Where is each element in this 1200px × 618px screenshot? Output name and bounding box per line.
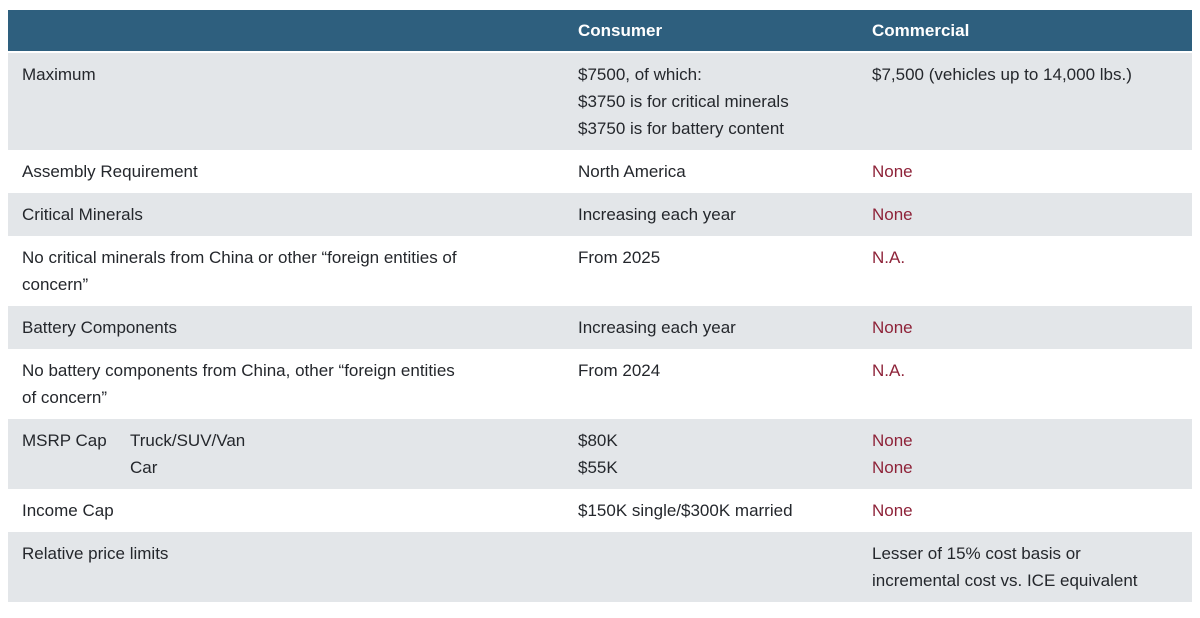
row-label-group: MSRP Cap Truck/SUV/Van Car <box>8 419 564 489</box>
consumer-cell: $7500, of which: $3750 is for critical m… <box>578 65 789 138</box>
commercial-cell: N.A. <box>872 361 906 380</box>
table-row-battery-components: Battery Components Increasing each year … <box>8 306 1192 349</box>
commercial-cell: None <box>872 162 913 181</box>
commercial-cell: None <box>872 318 913 337</box>
commercial-cell: None <box>872 205 913 224</box>
consumer-cell <box>564 532 858 548</box>
table-row-no-battery-components-china: No battery components from China, other … <box>8 349 1192 419</box>
row-label: Assembly Requirement <box>22 162 198 181</box>
table-row-critical-minerals: Critical Minerals Increasing each year N… <box>8 193 1192 236</box>
consumer-cell: From 2024 <box>578 361 661 380</box>
comparison-table: Consumer Commercial Maximum $7500, of wh… <box>8 10 1192 602</box>
header-consumer-cell: Consumer <box>578 21 663 40</box>
row-label: Critical Minerals <box>22 205 143 224</box>
commercial-cell: N.A. <box>872 248 906 267</box>
consumer-cell: Increasing each year <box>578 318 736 337</box>
consumer-cell: From 2025 <box>578 248 661 267</box>
row-label: No battery components from China, other … <box>22 361 455 407</box>
table-row-relative-price-limits: Relative price limits Lesser of 15% cost… <box>8 532 1192 602</box>
row-label: Income Cap <box>22 501 114 520</box>
table-row-income-cap: Income Cap $150K single/$300K married No… <box>8 489 1192 532</box>
consumer-cell: $80K $55K <box>578 431 618 477</box>
table-header-row: Consumer Commercial <box>8 10 1192 53</box>
row-label: MSRP Cap <box>22 431 107 450</box>
commercial-cell: None None <box>872 431 913 477</box>
table-row-msrp-cap: MSRP Cap Truck/SUV/Van Car $80K $55K Non… <box>8 419 1192 489</box>
consumer-cell: $150K single/$300K married <box>578 501 793 520</box>
row-label: No critical minerals from China or other… <box>22 248 457 294</box>
row-label: Relative price limits <box>22 544 169 563</box>
table-row-no-critical-minerals-china: No critical minerals from China or other… <box>8 236 1192 306</box>
commercial-cell: None <box>872 501 913 520</box>
commercial-cell: Lesser of 15% cost basis or incremental … <box>872 544 1138 590</box>
row-label: Maximum <box>22 65 96 84</box>
commercial-cell: $7,500 (vehicles up to 14,000 lbs.) <box>872 65 1132 84</box>
header-commercial-cell: Commercial <box>872 21 970 40</box>
consumer-cell: North America <box>578 162 686 181</box>
row-label: Battery Components <box>22 318 177 337</box>
consumer-cell: Increasing each year <box>578 205 736 224</box>
table-row-assembly-requirement: Assembly Requirement North America None <box>8 150 1192 193</box>
row-sublabel: Truck/SUV/Van Car <box>130 431 246 477</box>
table-row-maximum: Maximum $7500, of which: $3750 is for cr… <box>8 53 1192 150</box>
